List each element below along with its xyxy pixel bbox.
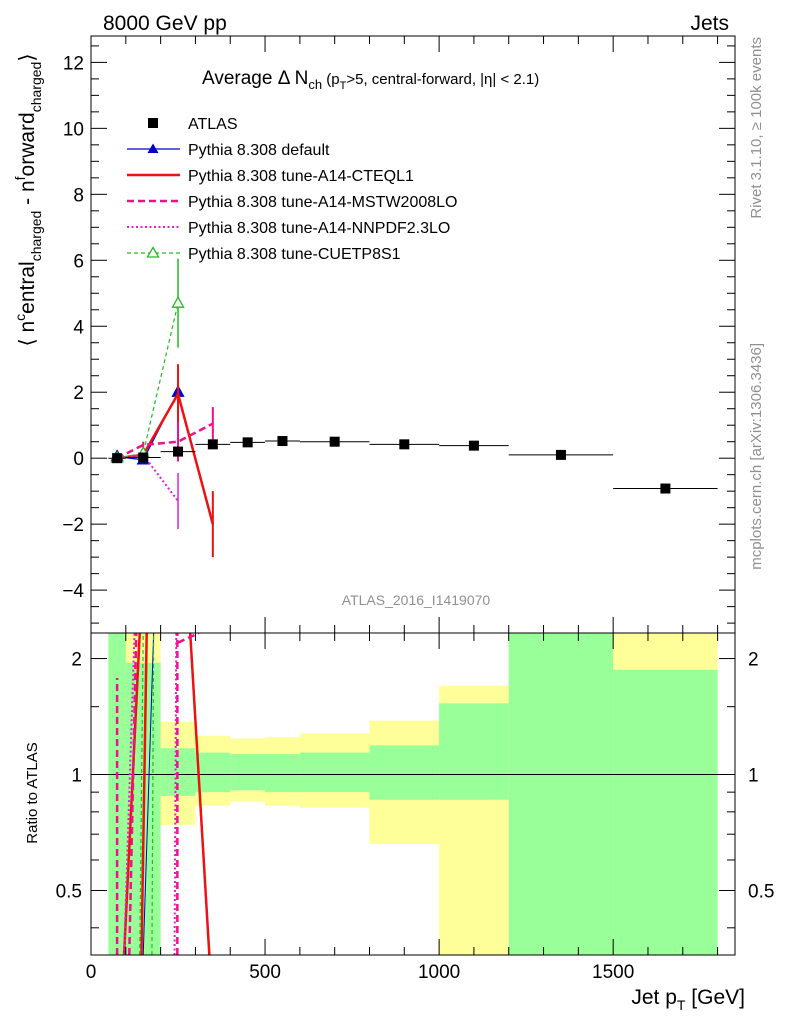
atlas-point <box>277 436 288 447</box>
atlas-point <box>399 439 410 450</box>
series-line-2 <box>116 390 215 525</box>
ratio-ytick-label: 0.5 <box>56 881 82 902</box>
atlas-point <box>173 446 184 457</box>
ratio-axes: 0.5 0.5 1 1 2 2 0 500 1000 1500 <box>56 633 774 983</box>
atlas-point <box>112 453 123 464</box>
y-axis-label: ⟨ ncentralcharged - nforwardcharged⟩ <box>12 53 44 346</box>
legend-marker-default <box>147 143 159 153</box>
main-ytick-label: 10 <box>63 119 84 140</box>
ratio-line-2 <box>140 633 148 955</box>
atlas-point <box>660 483 671 494</box>
legend-entry-default: Pythia 8.308 default <box>127 142 330 159</box>
legend-label-cuetp8s1: Pythia 8.308 tune-CUETP8S1 <box>188 246 401 263</box>
x-tick-label: 1500 <box>592 962 634 983</box>
series-line-5 <box>116 303 179 459</box>
main-ytick-label: −4 <box>62 581 84 602</box>
ratio-ytick-label-right: 0.5 <box>748 881 774 902</box>
atlas-point <box>329 436 340 447</box>
series-line-4 <box>116 453 179 502</box>
main-ytick-label: 8 <box>73 185 84 206</box>
ratio-band-inner <box>195 752 231 793</box>
x-tick-label: 500 <box>249 962 281 983</box>
analysis-watermark: ATLAS_2016_I1419070 <box>342 592 491 608</box>
main-ytick-label: 0 <box>73 449 84 470</box>
ratio-line-3 <box>177 633 200 644</box>
ratio-line-5 <box>139 633 144 955</box>
main-ytick-label: 12 <box>63 53 84 74</box>
series-marker-5 <box>171 295 185 308</box>
ratio-ytick-label: 2 <box>71 650 82 671</box>
ratio-line-2 <box>122 633 141 955</box>
main-ytick-label: −2 <box>62 515 84 536</box>
series-line-3 <box>116 422 214 460</box>
plot-title: Average Δ Nch (pT>5, central-forward, |η… <box>202 68 539 92</box>
rivet-label: Rivet 3.1.10, ≥ 100k events <box>748 37 765 219</box>
legend-marker-cuetp8s1 <box>146 246 160 258</box>
ratio-line-2 <box>188 633 211 955</box>
legend: ATLAS Pythia 8.308 default Pythia 8.308 … <box>127 116 457 263</box>
legend-label-nnpdf: Pythia 8.308 tune-A14-NNPDF2.3LO <box>188 220 450 237</box>
atlas-point <box>555 449 566 460</box>
x-tick-label: 1000 <box>418 962 460 983</box>
ratio-ytick-label-right: 2 <box>748 650 759 671</box>
legend-marker-atlas <box>148 118 158 128</box>
main-plot-area <box>108 258 718 558</box>
legend-entry-nnpdf: Pythia 8.308 tune-A14-NNPDF2.3LO <box>127 220 450 237</box>
legend-entry-mstw: Pythia 8.308 tune-A14-MSTW2008LO <box>127 194 457 211</box>
legend-label-default: Pythia 8.308 default <box>188 142 330 159</box>
ratio-y-axis-label: Ratio to ATLAS <box>24 742 41 843</box>
ratio-panel: 0.5 0.5 1 1 2 2 0 500 1000 1500 Ratio to ATLAS Je… <box>24 632 774 1013</box>
ratio-band-inner <box>508 633 614 955</box>
ratio-line-3 <box>128 633 138 955</box>
legend-label-atlas: ATLAS <box>188 116 238 133</box>
ratio-band-inner <box>369 745 440 800</box>
header-energy: 8000 GeV pp <box>103 12 227 35</box>
ratio-frame <box>90 632 736 956</box>
ratio-band-inner <box>439 703 509 800</box>
legend-entry-cuetp8s1: Pythia 8.308 tune-CUETP8S1 <box>127 246 401 263</box>
atlas-point <box>468 440 479 451</box>
ratio-ytick-label: 1 <box>71 766 82 787</box>
ratio-line-5 <box>151 633 155 955</box>
atlas-point <box>138 452 149 463</box>
legend-label-cteql1: Pythia 8.308 tune-A14-CTEQL1 <box>188 168 414 185</box>
ratio-ytick-label-right: 1 <box>748 766 759 787</box>
ratio-band-inner <box>265 754 300 793</box>
legend-label-mstw: Pythia 8.308 tune-A14-MSTW2008LO <box>188 194 457 211</box>
atlas-point <box>207 439 218 450</box>
header-category: Jets <box>690 12 729 35</box>
main-ytick-label: 4 <box>73 317 84 338</box>
x-tick-label: 0 <box>86 962 97 983</box>
main-ytick-label: 2 <box>73 383 84 404</box>
main-axes: −4 −2 0 2 4 6 8 10 12 <box>62 36 735 633</box>
ratio-line-1 <box>142 633 155 955</box>
ratio-band-inner <box>230 754 266 791</box>
main-panel: −4 −2 0 2 4 6 8 10 12 Average Δ Nch (pT>5, centr… <box>12 35 736 634</box>
x-axis-label: Jet pT [GeV] <box>631 986 745 1013</box>
mcplots-label: mcplots.cern.ch [arXiv:1306.3436] <box>748 343 765 570</box>
main-ytick-label: 6 <box>73 251 84 272</box>
ratio-band-inner <box>613 669 718 955</box>
ratio-plot-area <box>91 633 735 955</box>
ratio-band-inner <box>299 752 370 793</box>
legend-entry-atlas: ATLAS <box>148 116 238 133</box>
atlas-point <box>242 437 253 448</box>
legend-entry-cteql1: Pythia 8.308 tune-A14-CTEQL1 <box>127 168 414 185</box>
